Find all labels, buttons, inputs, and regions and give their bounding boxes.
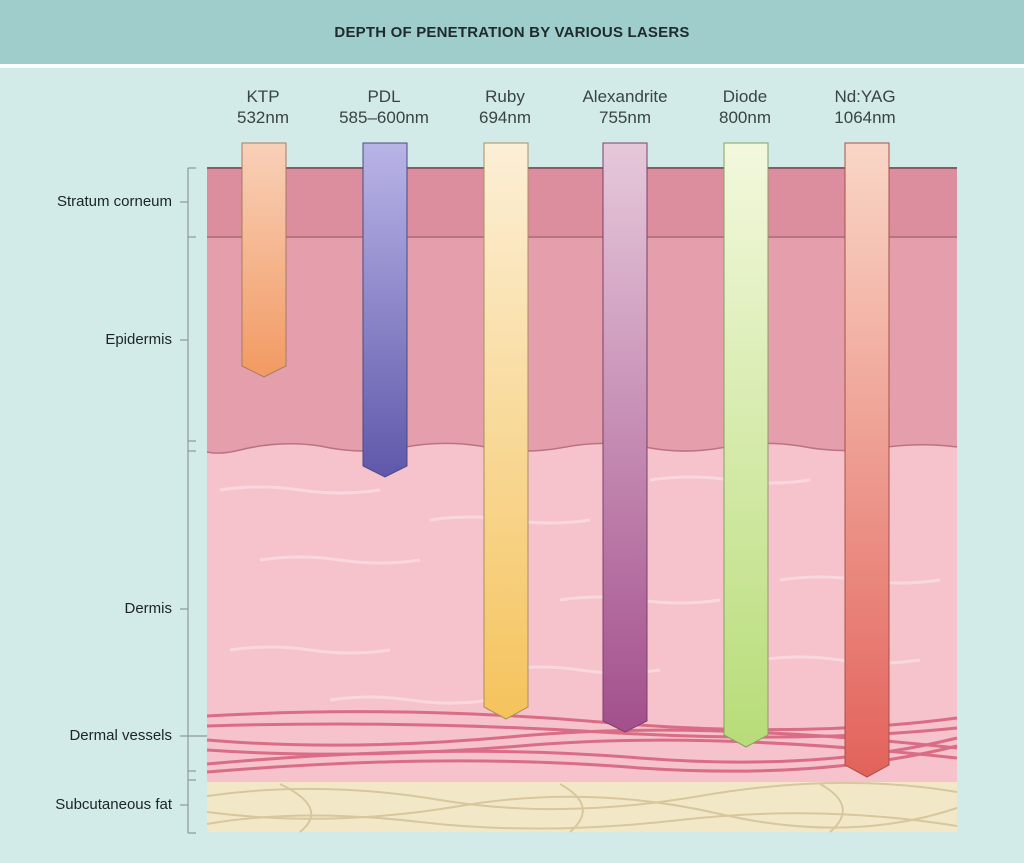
laser-name: Alexandrite [582, 87, 668, 106]
laser-beam-ruby [483, 142, 529, 720]
layer-bracket [180, 167, 207, 834]
laser-label-alexandrite: Alexandrite 755nm [560, 86, 690, 128]
laser-beam-diode [723, 142, 769, 748]
laser-beam-alexandrite [602, 142, 648, 733]
laser-beam-ndyag [844, 142, 890, 778]
diagram-title: DEPTH OF PENETRATION BY VARIOUS LASERS [334, 23, 690, 41]
laser-name: Diode [722, 87, 768, 106]
laser-name: Ruby [485, 87, 525, 106]
dermal-epidermal-junction [206, 442, 958, 454]
layer-label-epidermis: Epidermis [105, 331, 172, 348]
laser-label-ruby: Ruby 694nm [440, 86, 570, 128]
laser-label-diode: Diode 800nm [680, 86, 810, 128]
layer-label-stratum-corneum: Stratum corneum [56, 193, 172, 210]
laser-wavelength: 800nm [719, 108, 771, 127]
title-banner: DEPTH OF PENETRATION BY VARIOUS LASERS [0, 0, 1024, 68]
layer-label-dermal-vessels: Dermal vessels [69, 727, 172, 744]
laser-wavelength: 532nm [237, 108, 289, 127]
laser-name: Nd:YAG [834, 87, 896, 106]
laser-name: KTP [246, 87, 280, 106]
laser-wavelength: 694nm [479, 108, 531, 127]
laser-wavelength: 755nm [599, 108, 651, 127]
laser-beam-pdl [362, 142, 408, 478]
layer-label-dermis: Dermis [124, 600, 173, 617]
layer-label-subcutaneous-fat: Subcutaneous fat [55, 796, 172, 813]
laser-beam-ktp [241, 142, 287, 378]
laser-wavelength: 1064nm [834, 108, 896, 127]
fat-lobule-lines [206, 781, 958, 833]
laser-label-ndyag: Nd:YAG 1064nm [800, 86, 930, 128]
laser-label-pdl: PDL 585–600nm [319, 86, 449, 128]
stratum-corneum-layer [207, 168, 957, 237]
laser-name: PDL [367, 87, 401, 106]
laser-label-ktp: KTP 532nm [198, 86, 328, 128]
laser-wavelength: 585–600nm [339, 108, 429, 127]
